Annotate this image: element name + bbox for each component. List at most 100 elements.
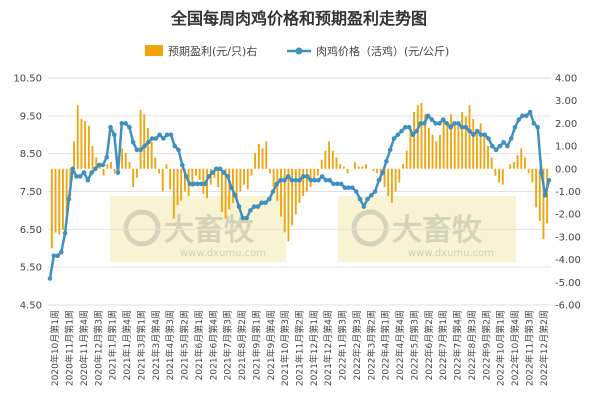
price-point xyxy=(459,124,465,130)
legend-line-label: 肉鸡价格（活鸡）(元/公斤) xyxy=(316,44,449,58)
profit-bar xyxy=(261,148,264,169)
price-point xyxy=(206,174,212,179)
price-point xyxy=(395,132,401,138)
profit-bar xyxy=(494,168,497,176)
price-point xyxy=(467,128,472,134)
profit-bar xyxy=(95,157,98,169)
right-tick-label: -3.00 xyxy=(555,232,581,243)
profit-bar xyxy=(509,164,512,169)
price-point xyxy=(89,170,94,175)
profit-bar xyxy=(439,134,441,169)
legend: 预期盈利(元/只)右 肉鸡价格（活鸡）(元/公斤) xyxy=(145,44,449,58)
left-tick-label: 10.50 xyxy=(13,74,42,85)
profit-bar xyxy=(143,114,146,169)
price-point xyxy=(335,181,340,187)
profit-bar xyxy=(272,168,275,187)
price-point xyxy=(285,174,291,179)
left-tick-label: 9.50 xyxy=(20,111,42,122)
price-point xyxy=(490,143,495,149)
price-point xyxy=(524,113,529,119)
profit-bar xyxy=(220,168,223,212)
profit-bar xyxy=(106,164,109,169)
profit-bar xyxy=(298,168,301,203)
price-point xyxy=(270,189,276,194)
profit-bar xyxy=(413,112,416,169)
price-point xyxy=(168,132,174,138)
price-point xyxy=(520,113,525,119)
x-tick-label: 2022年10月第4周 xyxy=(509,310,521,386)
price-point xyxy=(278,177,283,183)
price-point xyxy=(47,276,53,281)
profit-bar xyxy=(487,146,489,169)
profit-bar xyxy=(387,168,390,197)
watermark-brand: 大畜牧 xyxy=(392,213,483,248)
price-point xyxy=(236,204,242,209)
price-point xyxy=(456,121,461,126)
profit-bar xyxy=(110,161,112,169)
profit-bar xyxy=(154,157,157,169)
profit-bar xyxy=(405,150,408,169)
profit-bar xyxy=(335,157,338,169)
x-tick-label: 2021年3月第4周 xyxy=(150,310,162,380)
price-point xyxy=(387,147,393,153)
price-point xyxy=(380,170,386,175)
price-point xyxy=(297,177,302,183)
x-tick-label: 2021年11月第2周 xyxy=(294,310,306,386)
profit-bar xyxy=(442,118,445,169)
profit-bar xyxy=(76,105,79,169)
price-point xyxy=(142,143,147,149)
watermark-logo-icon xyxy=(123,209,161,247)
right-tick-label: 2.00 xyxy=(555,119,577,130)
price-point xyxy=(180,162,185,168)
price-point xyxy=(210,170,215,175)
x-tick-label: 2022年12月第2周 xyxy=(538,310,550,386)
profit-bar xyxy=(309,168,312,187)
x-tick-label: 2021年10月第3周 xyxy=(279,310,291,386)
price-point xyxy=(214,166,219,172)
price-point xyxy=(535,124,540,130)
x-tick-label: 2022年4月第4周 xyxy=(394,310,406,380)
price-point xyxy=(353,189,359,194)
profit-bar xyxy=(390,168,393,203)
profit-bar xyxy=(191,168,194,187)
price-point xyxy=(267,196,272,202)
profit-bar xyxy=(339,164,342,169)
profit-bar xyxy=(361,166,364,169)
price-point xyxy=(164,132,170,138)
price-point xyxy=(81,170,87,175)
profit-bar xyxy=(464,116,467,169)
price-point xyxy=(463,124,469,130)
right-tick-label: -6.00 xyxy=(555,301,581,312)
price-point xyxy=(331,181,336,187)
price-point xyxy=(134,147,140,153)
x-tick-label: 2022年11月第3周 xyxy=(523,310,535,386)
x-tick-label: 2022年4月第1周 xyxy=(380,310,392,380)
x-tick-label: 2022年2月第3周 xyxy=(351,310,363,380)
price-point xyxy=(66,196,72,202)
x-tick-label: 2021年12月第4周 xyxy=(322,310,334,386)
profit-bar xyxy=(165,164,168,169)
price-point xyxy=(149,136,155,141)
profit-bar xyxy=(172,168,175,219)
price-point xyxy=(146,140,151,145)
profit-bar xyxy=(490,157,493,169)
price-point xyxy=(437,121,442,126)
profit-bar xyxy=(516,155,519,169)
x-tick-label: 2021年3月第1周 xyxy=(135,310,147,380)
price-point xyxy=(505,143,510,149)
price-point xyxy=(516,117,522,122)
left-tick-label: 4.50 xyxy=(20,301,42,312)
profit-bar xyxy=(420,102,423,169)
price-point xyxy=(512,124,518,130)
price-point xyxy=(482,132,488,138)
profit-bar xyxy=(224,168,227,219)
profit-bar xyxy=(232,168,234,203)
x-tick-label: 2021年7月第3周 xyxy=(222,310,234,380)
profit-bar xyxy=(62,168,64,231)
profit-bar xyxy=(139,109,142,169)
profit-bar xyxy=(113,168,116,174)
profit-bar xyxy=(372,168,375,172)
x-tick-label: 2020年11月第4周 xyxy=(78,310,90,386)
price-point xyxy=(452,121,457,126)
